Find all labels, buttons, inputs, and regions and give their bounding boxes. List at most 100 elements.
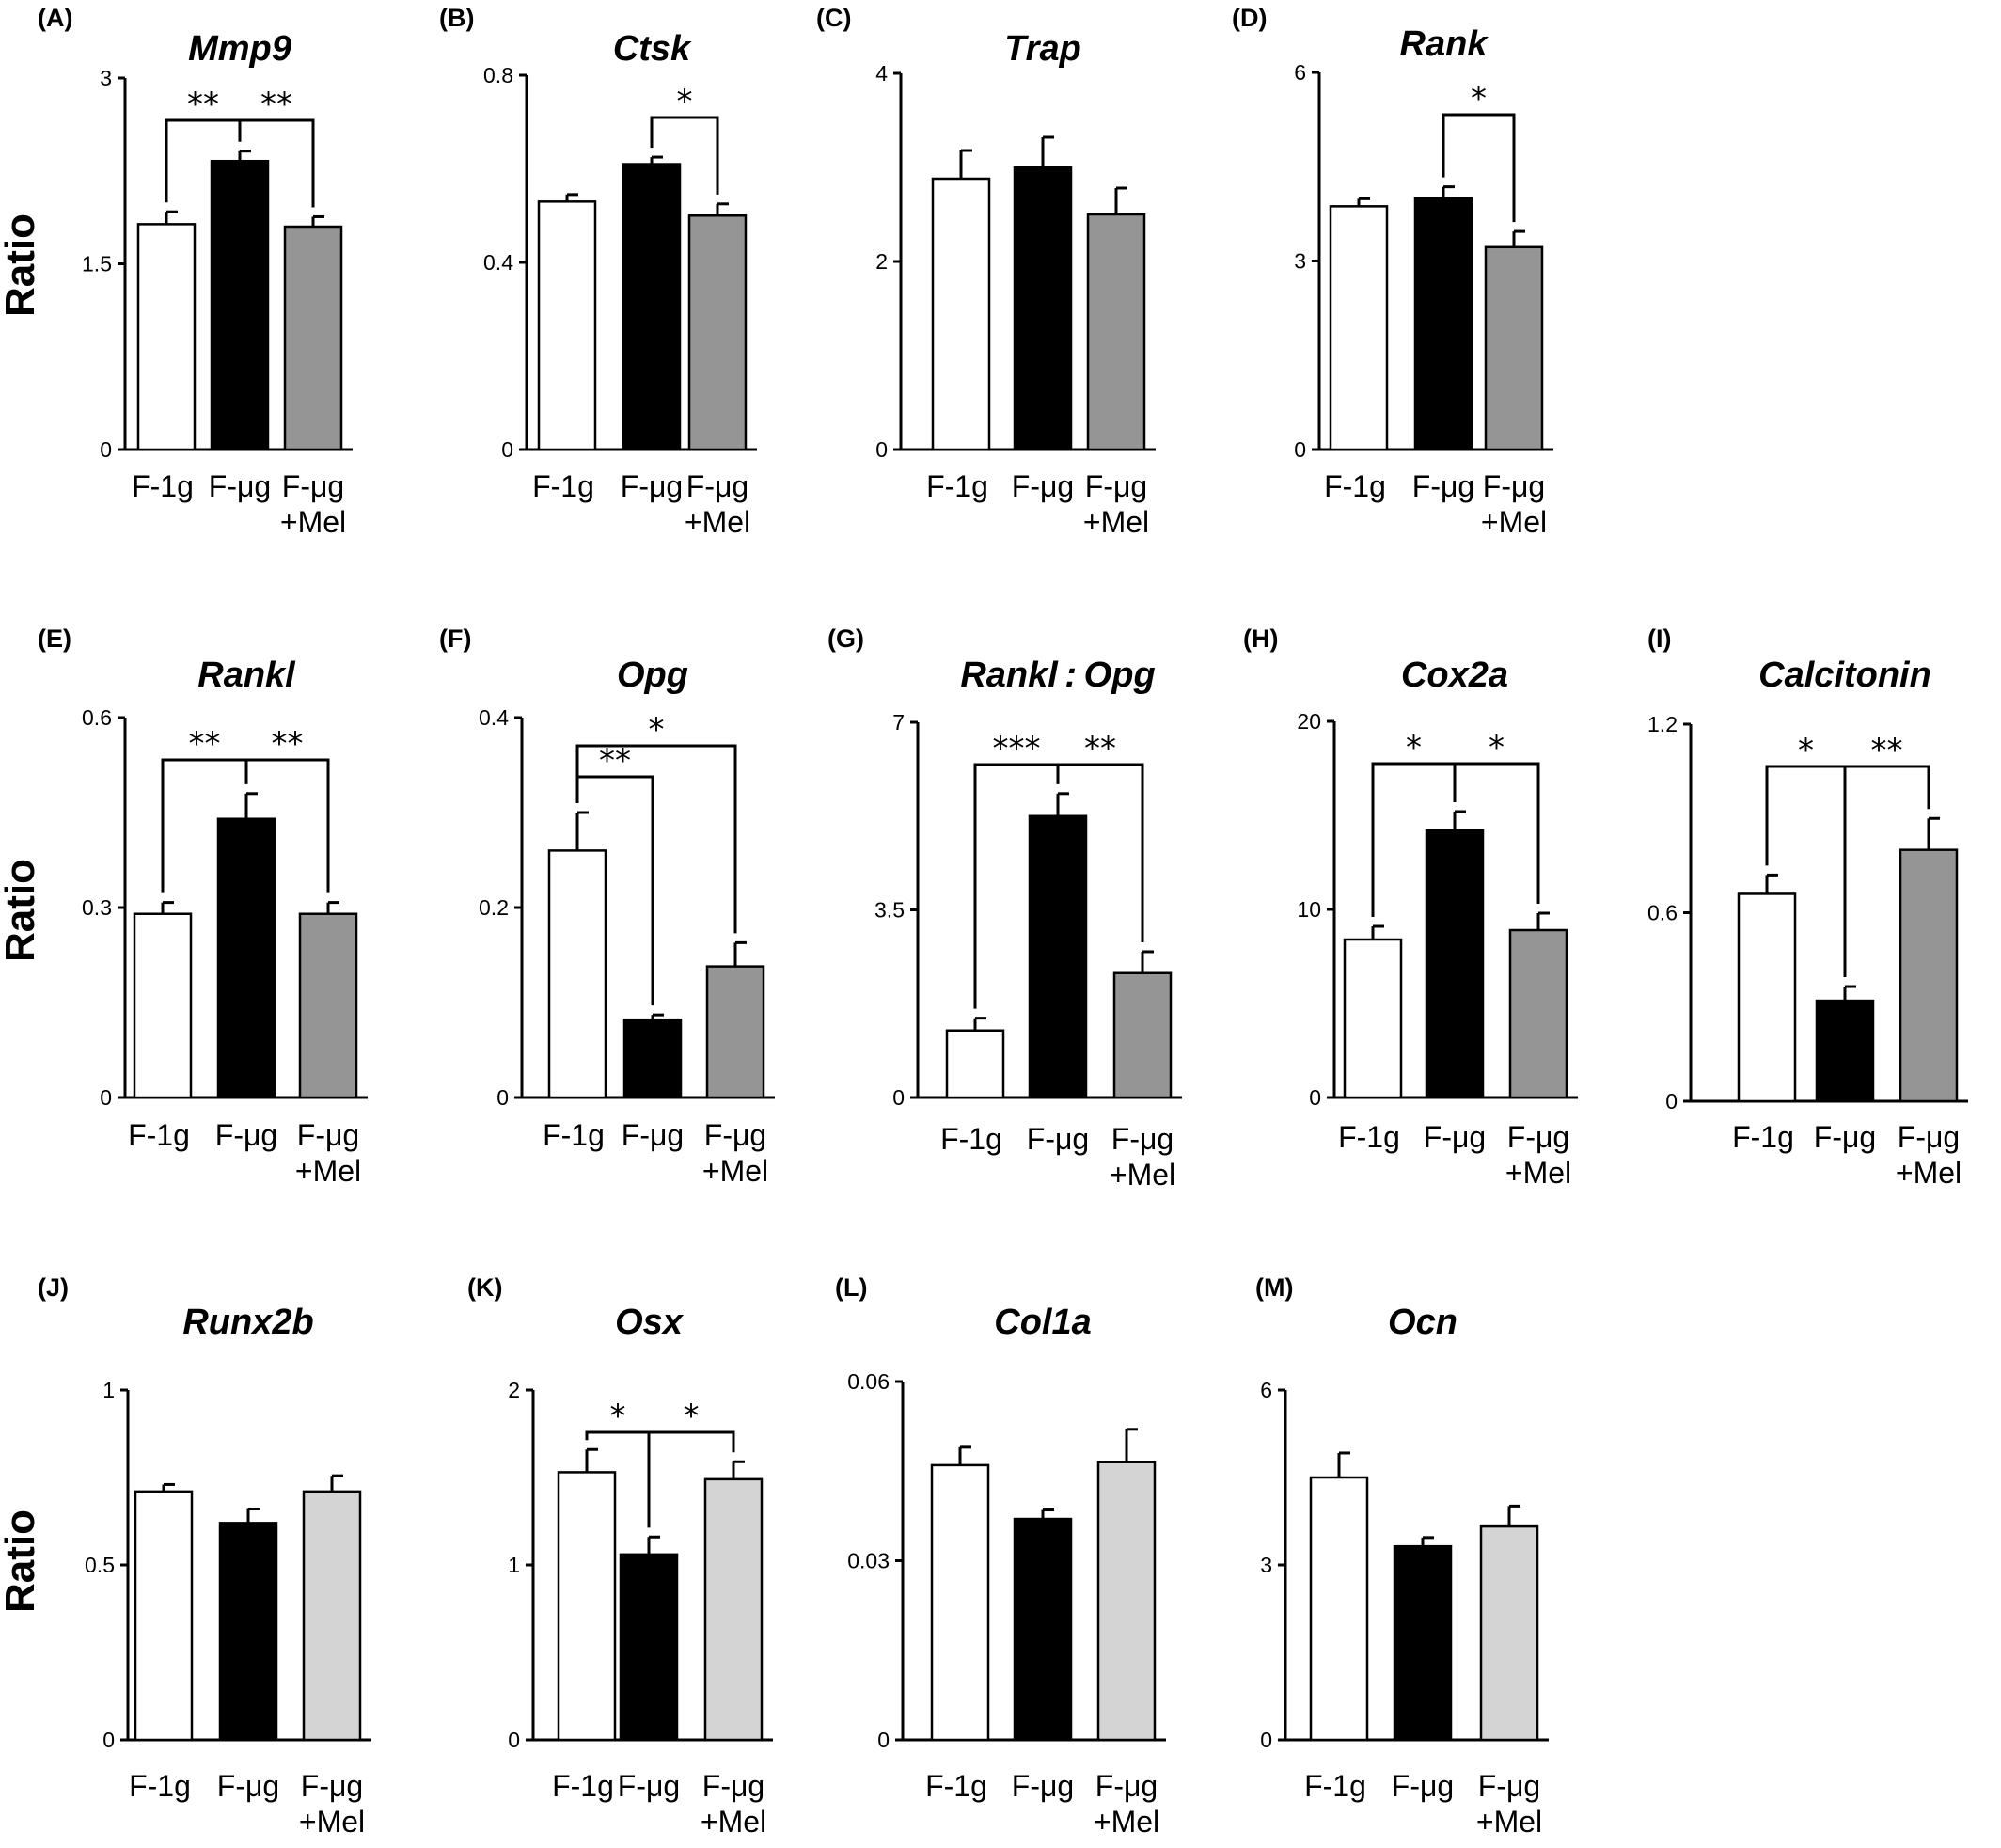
category-label: F-μg <box>282 469 344 503</box>
category-label: F-μg <box>1478 1769 1540 1803</box>
category-label: +Mel <box>1476 1805 1542 1839</box>
bar-f-ug <box>1013 166 1073 451</box>
panel-b: (B) Ctsk 0 0.4 0.8 F-1g F-μg F-μg+Mel * <box>439 4 757 539</box>
y-tick-label: 0 <box>1294 437 1306 462</box>
significance-label: * <box>677 83 693 120</box>
significance-label: * <box>1489 729 1505 766</box>
category-label: +Mel <box>1110 1158 1175 1192</box>
bar-f-1g <box>547 849 607 1099</box>
significance-label: * <box>649 711 665 749</box>
bar-f-ug-mel <box>1899 848 1959 1103</box>
bar-f-ug <box>1815 999 1875 1103</box>
significance-label: *** <box>993 730 1041 767</box>
panel-letter: (A) <box>38 4 72 32</box>
bar-f-ug <box>1413 197 1473 451</box>
bar-f-1g <box>136 223 197 451</box>
panel-title: Calcitonin <box>1758 655 1931 695</box>
bar-f-ug-mel <box>302 1490 362 1742</box>
significance-label: ** <box>260 86 292 123</box>
significance-label: ** <box>189 725 221 763</box>
significance-label: ** <box>599 742 631 780</box>
category-label: F-μg <box>1424 1120 1486 1154</box>
category-label: F-μg <box>1027 1122 1089 1156</box>
category-label: F-1g <box>926 469 988 503</box>
y-tick-label: 0 <box>1309 1085 1321 1110</box>
bar-f-1g <box>1343 938 1403 1099</box>
significance-bracket <box>1442 113 1516 223</box>
category-label: F-μg <box>622 1118 684 1152</box>
y-tick-label: 4 <box>875 61 888 86</box>
panel-letter: (E) <box>38 624 71 653</box>
y-tick-label: 0 <box>1665 1089 1678 1114</box>
bar-f-ug <box>1028 814 1088 1099</box>
significance-bracket <box>1843 765 1930 978</box>
panel-d: (D) Rank 0 3 6 F-1g F-μg F-μg+Mel * <box>1232 4 1553 539</box>
significance-label: * <box>1406 729 1422 766</box>
category-label: F-1g <box>1732 1120 1794 1154</box>
bar-f-ug-mel <box>1112 971 1173 1099</box>
y-tick-label: 7 <box>892 710 905 734</box>
category-label: F-μg <box>621 469 683 503</box>
category-label: F-1g <box>1324 469 1386 503</box>
category-label: +Mel <box>1505 1156 1571 1190</box>
panel-letter: (C) <box>816 4 851 32</box>
y-tick-label: 0.8 <box>483 63 513 87</box>
category-label: F-1g <box>128 1118 190 1152</box>
significance-label: ** <box>272 725 304 763</box>
panel-letter: (I) <box>1647 624 1671 653</box>
panel-title: Col1a <box>994 1303 1091 1342</box>
panel-letter: (M) <box>1255 1273 1293 1302</box>
bar-f-ug <box>218 1522 278 1742</box>
y-tick-label: 0 <box>1260 1728 1272 1752</box>
bar-f-1g <box>945 1029 1005 1099</box>
y-tick-label: 0.6 <box>1647 901 1678 925</box>
y-tick-label: 1.2 <box>1647 712 1678 736</box>
significance-label: * <box>684 1398 700 1435</box>
bar-f-ug-mel <box>1484 245 1544 451</box>
panel-title: Trap <box>1004 29 1081 69</box>
ratio-axis-label: Ratio <box>0 213 43 317</box>
y-tick-label: 0.06 <box>847 1369 890 1394</box>
category-label: F-1g <box>1304 1769 1366 1803</box>
bar-f-ug <box>622 1018 683 1099</box>
category-label: F-μg <box>209 469 271 503</box>
y-tick-label: 1.5 <box>82 252 112 276</box>
category-label: +Mel <box>1481 505 1547 539</box>
panel-title: Opg <box>617 655 688 695</box>
y-tick-label: 10 <box>1297 897 1321 922</box>
category-label: +Mel <box>685 505 750 539</box>
y-tick-label: 3 <box>100 66 112 90</box>
significance-bracket <box>647 1430 735 1528</box>
bar-f-ug-mel <box>705 965 765 1099</box>
bar-f-1g <box>1329 205 1389 451</box>
category-label: F-μg <box>1012 469 1074 503</box>
ratio-axis-label: Ratio <box>0 859 43 962</box>
bar-f-ug-mel <box>687 214 748 451</box>
category-label: F-μg <box>301 1769 363 1803</box>
y-tick-label: 0 <box>102 1728 115 1752</box>
category-label: F-μg <box>1814 1120 1876 1154</box>
significance-bracket <box>1453 762 1540 904</box>
category-label: F-μg <box>1111 1122 1174 1156</box>
y-tick-label: 1 <box>508 1553 520 1577</box>
bar-f-ug <box>210 159 270 451</box>
significance-label: * <box>1798 732 1814 769</box>
category-label: F-1g <box>925 1769 987 1803</box>
y-tick-label: 0.6 <box>82 705 112 730</box>
y-tick-label: 6 <box>1260 1378 1272 1402</box>
significance-label: ** <box>1871 732 1903 769</box>
y-tick-label: 0 <box>892 1085 905 1110</box>
panel-title: Cox2a <box>1401 655 1508 695</box>
significance-bracket <box>650 116 719 195</box>
category-label: +Mel <box>1896 1156 1962 1190</box>
category-label: F-μg <box>1507 1120 1569 1154</box>
panel-title: Ctsk <box>613 29 692 69</box>
panel-letter: (K) <box>467 1273 502 1302</box>
